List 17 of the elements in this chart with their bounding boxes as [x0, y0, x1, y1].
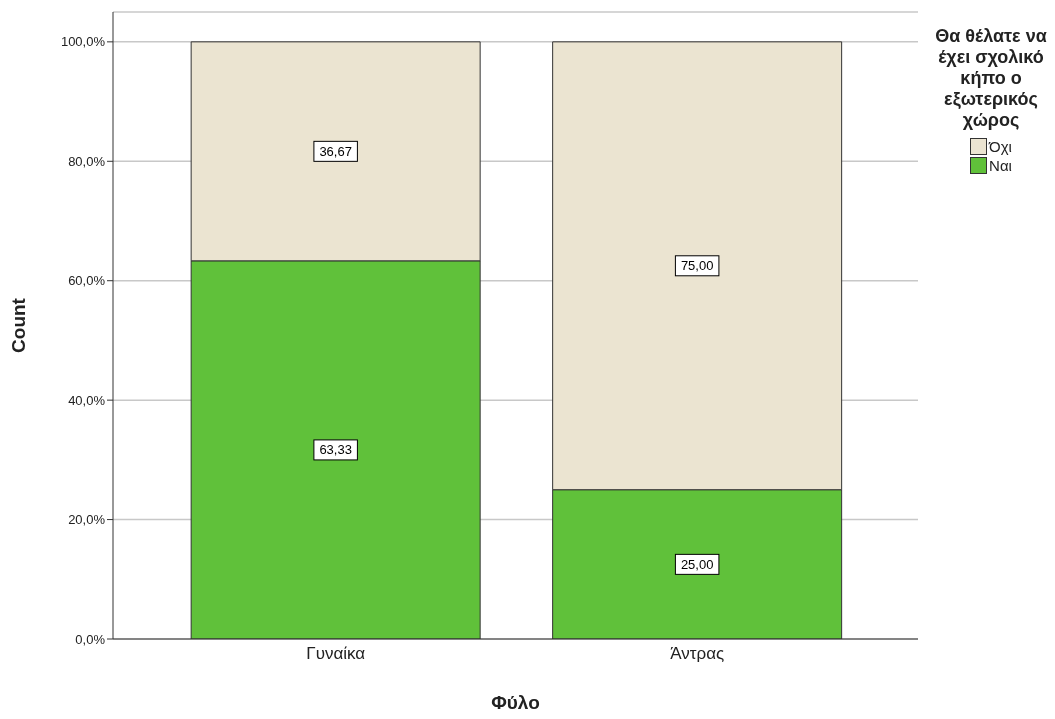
data-label: 36,67	[319, 143, 352, 159]
legend-title: Θα θέλατε να έχει σχολικό κήπο ο εξωτερικός χώρος	[934, 26, 1048, 131]
x-tick-label: Γυναίκα	[306, 644, 366, 664]
x-axis-title: Φύλο	[491, 692, 540, 713]
legend-label: Όχι	[989, 137, 1012, 156]
y-axis-title: Count	[7, 297, 29, 353]
data-label: 63,33	[319, 442, 352, 458]
legend-label: Ναι	[989, 156, 1012, 175]
y-tick-label: 100,0%	[60, 34, 106, 50]
x-tick-label: Άντρας	[670, 644, 725, 664]
y-tick-label: 20,0%	[68, 512, 106, 528]
data-label: 75,00	[680, 258, 714, 274]
y-tick-label: 60,0%	[68, 273, 106, 289]
y-tick-label: 0,0%	[75, 631, 106, 647]
y-tick-label: 40,0%	[68, 392, 106, 408]
y-tick-label: 80,0%	[68, 153, 106, 169]
data-label: 25,00	[680, 556, 714, 572]
